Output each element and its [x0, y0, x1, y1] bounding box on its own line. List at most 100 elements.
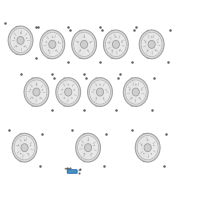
Ellipse shape [62, 89, 63, 90]
Ellipse shape [16, 31, 23, 49]
Ellipse shape [141, 145, 142, 146]
Ellipse shape [157, 42, 158, 43]
Ellipse shape [56, 78, 81, 106]
Ellipse shape [24, 140, 25, 141]
Ellipse shape [30, 145, 31, 146]
Ellipse shape [103, 98, 104, 99]
Ellipse shape [141, 135, 149, 160]
Ellipse shape [64, 83, 71, 101]
Ellipse shape [79, 170, 81, 171]
Ellipse shape [95, 81, 102, 103]
Ellipse shape [29, 78, 37, 106]
Ellipse shape [110, 34, 118, 55]
Ellipse shape [131, 83, 139, 101]
Ellipse shape [132, 88, 139, 96]
Ellipse shape [109, 30, 116, 59]
Ellipse shape [24, 78, 49, 106]
Ellipse shape [21, 144, 28, 152]
Ellipse shape [26, 38, 27, 39]
Ellipse shape [16, 46, 17, 47]
Ellipse shape [80, 35, 87, 53]
Ellipse shape [141, 89, 142, 90]
Ellipse shape [83, 137, 90, 158]
Ellipse shape [90, 42, 91, 43]
Ellipse shape [45, 30, 52, 59]
Ellipse shape [14, 28, 22, 53]
Ellipse shape [143, 139, 150, 157]
Ellipse shape [28, 153, 29, 154]
Ellipse shape [104, 30, 128, 59]
Ellipse shape [68, 84, 69, 85]
Ellipse shape [142, 137, 150, 158]
Ellipse shape [95, 83, 103, 101]
Ellipse shape [130, 81, 138, 103]
Ellipse shape [93, 78, 100, 106]
Ellipse shape [123, 78, 148, 106]
Ellipse shape [40, 30, 65, 59]
Ellipse shape [82, 135, 89, 160]
Ellipse shape [32, 83, 39, 101]
Ellipse shape [77, 30, 84, 59]
Ellipse shape [20, 139, 27, 157]
Ellipse shape [96, 88, 104, 96]
Ellipse shape [30, 80, 37, 105]
Ellipse shape [153, 145, 154, 146]
Ellipse shape [40, 98, 41, 99]
Ellipse shape [76, 133, 100, 162]
Ellipse shape [129, 80, 137, 105]
Ellipse shape [74, 89, 75, 90]
Ellipse shape [31, 81, 38, 103]
Ellipse shape [42, 89, 43, 90]
Ellipse shape [148, 40, 155, 48]
Ellipse shape [94, 80, 101, 105]
Ellipse shape [78, 32, 85, 57]
Ellipse shape [94, 145, 95, 146]
Ellipse shape [140, 133, 148, 162]
Ellipse shape [84, 153, 85, 154]
Ellipse shape [8, 26, 33, 55]
Ellipse shape [135, 84, 136, 85]
Ellipse shape [72, 30, 96, 59]
Ellipse shape [144, 30, 152, 59]
Ellipse shape [83, 139, 91, 157]
Ellipse shape [65, 168, 67, 169]
Ellipse shape [36, 84, 37, 85]
Ellipse shape [48, 50, 49, 51]
Ellipse shape [17, 36, 24, 44]
Ellipse shape [144, 144, 151, 152]
Ellipse shape [143, 153, 144, 154]
Ellipse shape [135, 133, 160, 162]
Ellipse shape [62, 80, 69, 105]
Ellipse shape [19, 137, 26, 158]
Ellipse shape [46, 32, 53, 57]
Ellipse shape [13, 26, 21, 55]
Ellipse shape [80, 50, 81, 51]
Ellipse shape [61, 78, 68, 106]
Ellipse shape [24, 46, 25, 47]
Ellipse shape [88, 78, 112, 106]
Ellipse shape [119, 50, 120, 51]
Ellipse shape [139, 98, 140, 99]
Ellipse shape [30, 89, 31, 90]
Ellipse shape [155, 50, 156, 51]
Ellipse shape [146, 34, 154, 55]
Ellipse shape [12, 133, 37, 162]
Ellipse shape [49, 40, 56, 48]
Ellipse shape [81, 133, 88, 162]
Ellipse shape [17, 133, 25, 162]
Ellipse shape [68, 168, 70, 169]
Ellipse shape [15, 30, 22, 51]
Ellipse shape [91, 153, 92, 154]
Ellipse shape [151, 153, 152, 154]
Ellipse shape [112, 40, 119, 48]
Ellipse shape [48, 35, 55, 53]
Ellipse shape [63, 81, 70, 103]
Ellipse shape [111, 35, 119, 53]
Ellipse shape [47, 34, 54, 55]
Ellipse shape [18, 135, 26, 160]
Ellipse shape [110, 32, 117, 57]
Ellipse shape [128, 78, 136, 106]
Ellipse shape [20, 153, 21, 154]
Ellipse shape [85, 144, 92, 152]
Ellipse shape [33, 88, 40, 96]
